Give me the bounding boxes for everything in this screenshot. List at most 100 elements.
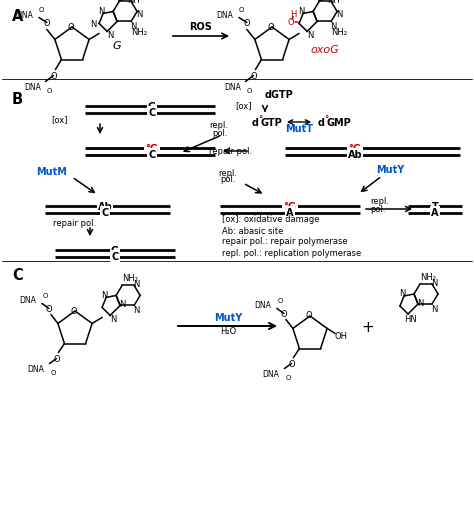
Text: O: O [44,19,50,28]
Text: d: d [318,118,325,128]
Text: N: N [130,22,137,31]
Text: Ab: Ab [98,201,112,211]
Text: OH: OH [335,331,347,341]
Text: A: A [431,208,439,218]
Text: O: O [53,354,60,363]
Text: repair pol.: repair pol. [54,218,97,227]
Text: O: O [38,8,44,13]
Text: N: N [336,10,342,19]
Text: oxoG: oxoG [311,45,339,55]
Text: repl.: repl. [370,197,389,206]
Text: DNA: DNA [216,11,233,20]
Text: pol.: pol. [220,175,236,184]
Text: O: O [247,88,252,93]
Text: repl. pol.: replication polymerase: repl. pol.: replication polymerase [222,248,361,257]
Text: O: O [318,0,324,3]
Text: B: B [12,92,23,107]
Text: GMP: GMP [327,118,352,128]
Text: dGTP: dGTP [265,90,294,100]
Text: d: d [252,118,259,128]
Text: N: N [107,31,113,40]
Text: °: ° [258,115,262,124]
Text: O: O [238,8,244,13]
Text: N: N [136,10,142,19]
Text: repl.: repl. [209,121,228,130]
Text: MutT: MutT [285,124,313,134]
Text: N: N [119,299,125,308]
Text: [ox]: oxidative damage: [ox]: oxidative damage [222,215,319,224]
Text: N: N [399,289,405,298]
Text: DNA: DNA [254,300,271,309]
Text: O: O [118,0,125,3]
Text: N: N [98,7,104,16]
Text: NH₂: NH₂ [131,28,147,37]
Text: pol.: pol. [370,204,385,213]
Text: O: O [286,374,291,380]
Text: N: N [101,290,107,299]
Text: °G: °G [348,143,362,153]
Text: G: G [148,101,156,111]
Text: O: O [288,359,295,369]
Text: O: O [47,88,52,93]
Text: Ab: abasic site: Ab: abasic site [222,226,283,235]
Text: HN: HN [405,314,418,323]
Text: O: O [281,309,287,318]
Text: DNA: DNA [263,370,279,378]
Text: H₂O: H₂O [220,326,236,335]
Text: N: N [431,304,437,313]
Text: GTP: GTP [261,118,283,128]
Text: DNA: DNA [27,364,45,373]
Text: repair pol.: repair pol. [209,147,252,156]
Text: C: C [12,267,23,282]
Text: G: G [113,41,121,51]
Text: °G: °G [146,143,158,153]
Text: NH₂: NH₂ [420,272,436,281]
Text: C: C [111,252,118,262]
Text: NH₂: NH₂ [122,273,138,282]
Text: N: N [133,305,139,315]
Text: pol.: pol. [212,128,228,137]
Text: MutY: MutY [214,313,242,322]
Text: NH: NH [127,0,139,5]
Text: O: O [250,72,257,81]
Text: Ab: Ab [348,150,362,160]
Text: O: O [46,304,52,314]
Text: NH₂: NH₂ [331,28,347,37]
Text: DNA: DNA [225,83,241,92]
Text: C: C [148,108,155,118]
Text: T: T [432,201,438,211]
Text: repair pol.: repair polymerase: repair pol.: repair polymerase [222,237,347,246]
Text: H: H [290,10,296,19]
Text: O: O [306,311,312,320]
Text: A: A [12,9,23,24]
Text: °: ° [324,115,328,124]
Text: O: O [68,22,74,32]
Text: [ox]: [ox] [52,115,68,124]
Text: N: N [330,22,337,31]
Text: +: + [362,319,374,334]
Text: N: N [110,315,116,323]
Text: O: O [51,369,56,375]
Text: [ox]: [ox] [236,101,252,110]
Text: N: N [417,298,423,307]
Text: DNA: DNA [19,295,36,304]
Text: O: O [42,293,47,299]
Text: O: O [71,306,77,315]
Text: °G: °G [283,201,296,211]
Text: MutM: MutM [36,166,67,177]
Text: MutY: MutY [376,165,404,175]
Text: N: N [298,7,304,16]
Text: N: N [133,279,139,289]
Text: repl.: repl. [219,168,237,177]
Text: NH: NH [327,0,339,5]
Text: G: G [111,245,119,255]
Text: N: N [307,31,313,40]
Text: O: O [288,18,294,27]
Text: O: O [277,298,283,304]
Text: O: O [244,19,250,28]
Text: ROS: ROS [190,22,212,32]
Text: N: N [90,20,96,29]
Text: O: O [50,72,57,81]
Text: C: C [101,208,109,218]
Text: A: A [286,208,294,218]
